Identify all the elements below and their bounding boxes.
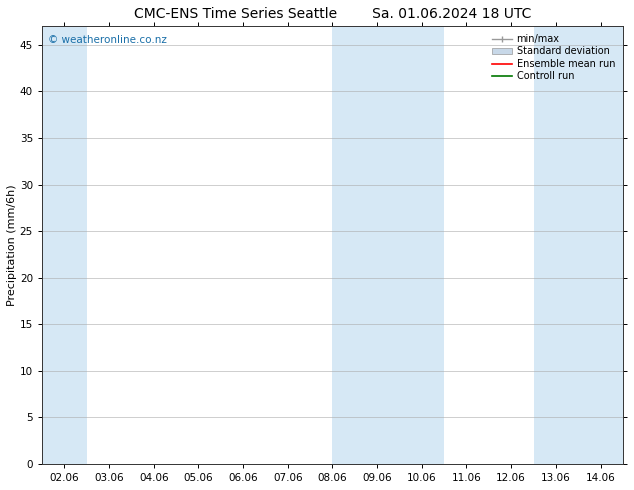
Bar (399, 26, 444, 464)
Text: © weatheronline.co.nz: © weatheronline.co.nz (48, 35, 167, 45)
Bar (332, 26, 399, 464)
Legend: min/max, Standard deviation, Ensemble mean run, Controll run: min/max, Standard deviation, Ensemble me… (489, 31, 618, 84)
Y-axis label: Precipitation (mm/6h): Precipitation (mm/6h) (7, 184, 17, 306)
Bar (42, 26, 87, 464)
Bar (534, 26, 578, 464)
Title: CMC-ENS Time Series Seattle        Sa. 01.06.2024 18 UTC: CMC-ENS Time Series Seattle Sa. 01.06.20… (134, 7, 531, 21)
Bar (578, 26, 623, 464)
